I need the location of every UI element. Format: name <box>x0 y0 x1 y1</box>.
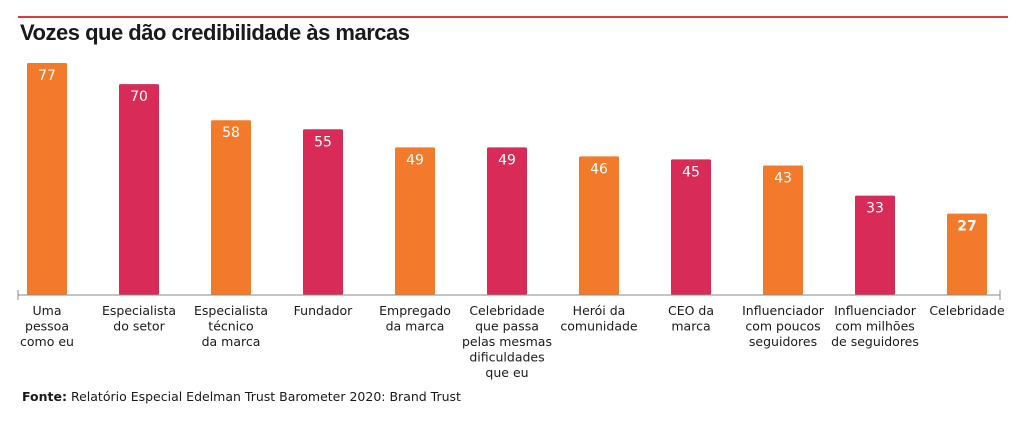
category-label: Celebridade <box>929 303 1005 318</box>
bar-value-label: 58 <box>222 125 240 141</box>
category-label-line: técnico <box>208 319 253 334</box>
category-label-line: Especialista <box>102 303 176 318</box>
category-label-line: Especialista <box>194 303 268 318</box>
category-label: Celebridade que passa pelas mesmas dificuld… <box>462 303 552 380</box>
bar <box>855 195 895 295</box>
category-label-line: que passa <box>475 319 539 334</box>
source-note: Fonte: Relatório Especial Edelman Trust … <box>22 389 461 404</box>
category-label-line: com milhões <box>835 319 915 334</box>
bar <box>947 213 987 295</box>
bar <box>487 147 527 295</box>
bar <box>395 147 435 295</box>
category-label: Herói da comunidade <box>560 303 638 334</box>
category-label-line: do setor <box>113 319 165 334</box>
category-label-line: que eu <box>485 365 528 380</box>
category-label: Especialista do setor <box>102 303 176 334</box>
category-label-line: marca <box>671 319 710 334</box>
category-label: CEO da marca <box>668 303 714 334</box>
bar <box>671 159 711 295</box>
chart-title: Vozes que dão credibilidade às marcas <box>20 20 410 45</box>
top-accent-rule <box>18 16 1008 18</box>
category-label-line: Influenciador <box>834 303 917 318</box>
category-label: Uma pessoa como eu <box>20 303 74 349</box>
bar-value-label: 45 <box>682 164 700 180</box>
category-label-line: com poucos <box>745 319 820 334</box>
bar-value-label: 43 <box>774 170 792 186</box>
category-label-line: pessoa <box>25 319 69 334</box>
bar <box>27 63 67 295</box>
category-label: Influenciador com poucos seguidores <box>742 303 825 349</box>
category-label-line: Empregado <box>379 303 451 318</box>
bar <box>763 165 803 295</box>
bar-value-label: 27 <box>957 219 976 235</box>
category-label-line: dificuldades <box>469 350 544 365</box>
category-label: Empregado da marca <box>379 303 451 334</box>
category-label-line: pelas mesmas <box>462 334 552 349</box>
category-label-line: seguidores <box>749 334 817 349</box>
category-label-line: da marca <box>202 334 261 349</box>
category-label-line: comunidade <box>560 319 638 334</box>
bar-value-label: 77 <box>38 68 56 84</box>
category-label-line: CEO da <box>668 303 714 318</box>
bar-value-label: 33 <box>866 201 884 217</box>
source-label: Fonte: <box>22 389 67 404</box>
category-label: Especialista técnico da marca <box>194 303 268 349</box>
category-label-line: Fundador <box>294 303 354 318</box>
category-label-line: de seguidores <box>831 334 919 349</box>
category-label-line: Uma <box>33 303 62 318</box>
category-label-line: Celebridade <box>469 303 545 318</box>
category-label: Fundador <box>294 303 354 318</box>
bar <box>579 156 619 295</box>
bar <box>119 84 159 295</box>
category-label-line: Celebridade <box>929 303 1005 318</box>
category-label-line: Influenciador <box>742 303 825 318</box>
bar-value-label: 49 <box>498 152 516 168</box>
category-label-line: da marca <box>386 319 445 334</box>
bar-value-label: 70 <box>130 89 148 105</box>
bar-value-label: 55 <box>314 134 332 150</box>
bar <box>211 120 251 295</box>
category-label-line: como eu <box>20 334 74 349</box>
category-label: Influenciador com milhões de seguidores <box>831 303 919 349</box>
category-label-line: Herói da <box>573 303 626 318</box>
bar-value-label: 46 <box>590 161 608 177</box>
bar-value-label: 49 <box>406 152 424 168</box>
source-text: Relatório Especial Edelman Trust Baromet… <box>70 389 461 404</box>
bar <box>303 129 343 295</box>
